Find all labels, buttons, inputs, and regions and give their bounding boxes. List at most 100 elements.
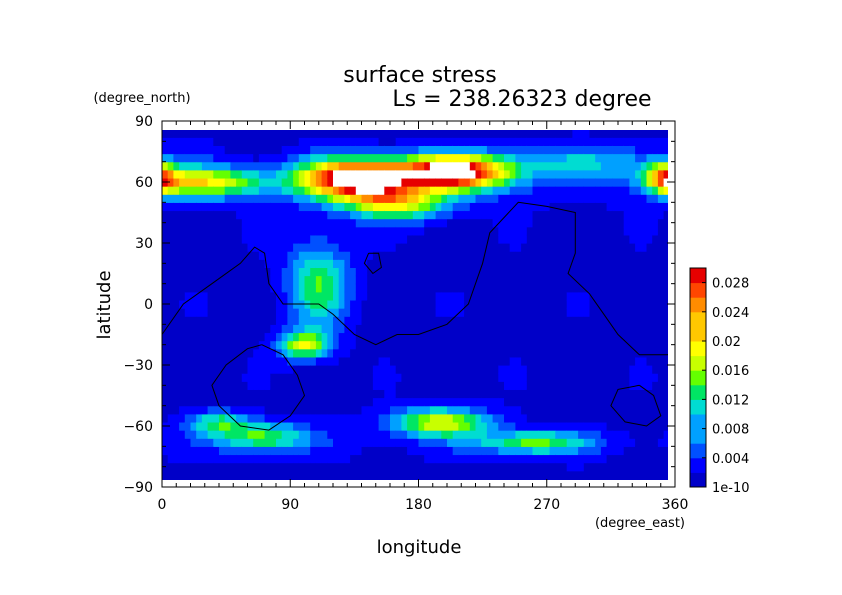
heatmap-cell — [361, 283, 368, 293]
heatmap-cell — [367, 299, 374, 309]
heatmap-cell — [441, 324, 448, 334]
heatmap-cell — [407, 470, 414, 480]
contour-line — [162, 201, 668, 356]
heatmap-cell — [167, 267, 174, 277]
heatmap-cell — [418, 299, 425, 309]
heatmap-cell — [447, 421, 454, 431]
heatmap-cell — [361, 389, 368, 399]
heatmap-cell — [663, 194, 668, 203]
heatmap-cell — [646, 259, 653, 268]
heatmap-cell — [201, 446, 209, 456]
heatmap-cell — [646, 194, 653, 203]
heatmap-cell — [355, 373, 363, 382]
heatmap-cell — [310, 243, 317, 252]
heatmap-cell — [384, 145, 391, 155]
heatmap-cell — [190, 275, 197, 285]
heatmap-cell — [424, 413, 431, 423]
heatmap-cell — [543, 356, 551, 366]
heatmap-cell — [338, 234, 345, 244]
heatmap-cell — [276, 161, 283, 171]
heatmap-cell — [230, 454, 237, 464]
heatmap-cell — [236, 145, 243, 155]
heatmap-cell — [663, 210, 668, 220]
heatmap-cell — [264, 356, 271, 366]
heatmap-cell — [298, 348, 306, 358]
heatmap-cell — [184, 308, 192, 317]
heatmap-cell — [635, 356, 642, 366]
heatmap-cell — [390, 316, 397, 325]
heatmap-cell — [652, 267, 659, 277]
heatmap-cell — [555, 194, 562, 203]
heatmap-cell — [504, 202, 511, 212]
heatmap-cell — [207, 153, 214, 163]
heatmap-cell — [481, 316, 488, 325]
heatmap-cell — [401, 243, 408, 252]
heatmap-cell — [612, 202, 619, 212]
heatmap-cell — [321, 405, 328, 415]
heatmap-cell — [207, 130, 214, 138]
heatmap-cell — [401, 430, 408, 439]
heatmap-cell — [618, 373, 625, 382]
heatmap-cell — [429, 259, 437, 268]
heatmap-cell — [486, 373, 494, 382]
heatmap-cell — [498, 340, 505, 350]
heatmap-cell — [464, 308, 471, 317]
heatmap-cell — [401, 251, 408, 260]
heatmap-cell — [190, 251, 197, 260]
heatmap-cell — [213, 186, 220, 195]
heatmap-cell — [418, 365, 425, 374]
heatmap-cell — [475, 137, 482, 146]
heatmap-cell — [298, 186, 306, 195]
heatmap-cell — [412, 438, 420, 447]
heatmap-cell — [521, 365, 528, 374]
heatmap-cell — [429, 291, 437, 301]
heatmap-cell — [475, 430, 482, 439]
heatmap-cell — [549, 348, 556, 358]
heatmap-cell — [258, 251, 266, 260]
heatmap-cell — [646, 169, 653, 179]
heatmap-cell — [435, 283, 442, 293]
heatmap-cell — [207, 137, 214, 146]
heatmap-cell — [401, 275, 408, 285]
heatmap-cell — [583, 462, 591, 472]
heatmap-cell — [555, 243, 562, 252]
heatmap-cell — [600, 145, 608, 155]
heatmap-cell — [327, 145, 334, 155]
heatmap-cell — [247, 405, 254, 415]
heatmap-cell — [310, 186, 317, 195]
heatmap-cell — [521, 397, 528, 407]
heatmap-cell — [663, 373, 668, 382]
heatmap-cell — [407, 462, 414, 472]
heatmap-cell — [361, 340, 368, 350]
heatmap-cell — [583, 202, 591, 212]
heatmap-cell — [315, 291, 323, 301]
contour-line — [211, 344, 306, 431]
heatmap-cell — [429, 373, 437, 382]
heatmap-cell — [395, 169, 402, 179]
heatmap-cell — [247, 381, 254, 390]
heatmap-cell — [464, 210, 471, 220]
heatmap-cell — [219, 275, 226, 285]
heatmap-cell — [583, 210, 591, 220]
heatmap-cell — [315, 161, 323, 171]
heatmap-cell — [350, 259, 357, 268]
heatmap-cell — [367, 308, 374, 317]
heatmap-cell — [561, 365, 568, 374]
heatmap-cell — [532, 218, 539, 228]
heatmap-cell — [572, 308, 579, 317]
heatmap-cell — [241, 275, 249, 285]
heatmap-cell — [219, 413, 226, 423]
heatmap-cell — [344, 145, 351, 155]
heatmap-cell — [384, 169, 391, 179]
heatmap-cell — [167, 130, 174, 138]
heatmap-cell — [344, 324, 351, 334]
heatmap-cell — [538, 226, 545, 236]
heatmap-cell — [196, 234, 203, 244]
heatmap-cell — [515, 283, 522, 293]
heatmap-cell — [344, 430, 351, 439]
heatmap-cell — [304, 348, 311, 358]
heatmap-cell — [287, 275, 294, 285]
heatmap-cell — [230, 145, 237, 155]
heatmap-cell — [247, 397, 254, 407]
heatmap-cell — [441, 130, 448, 138]
